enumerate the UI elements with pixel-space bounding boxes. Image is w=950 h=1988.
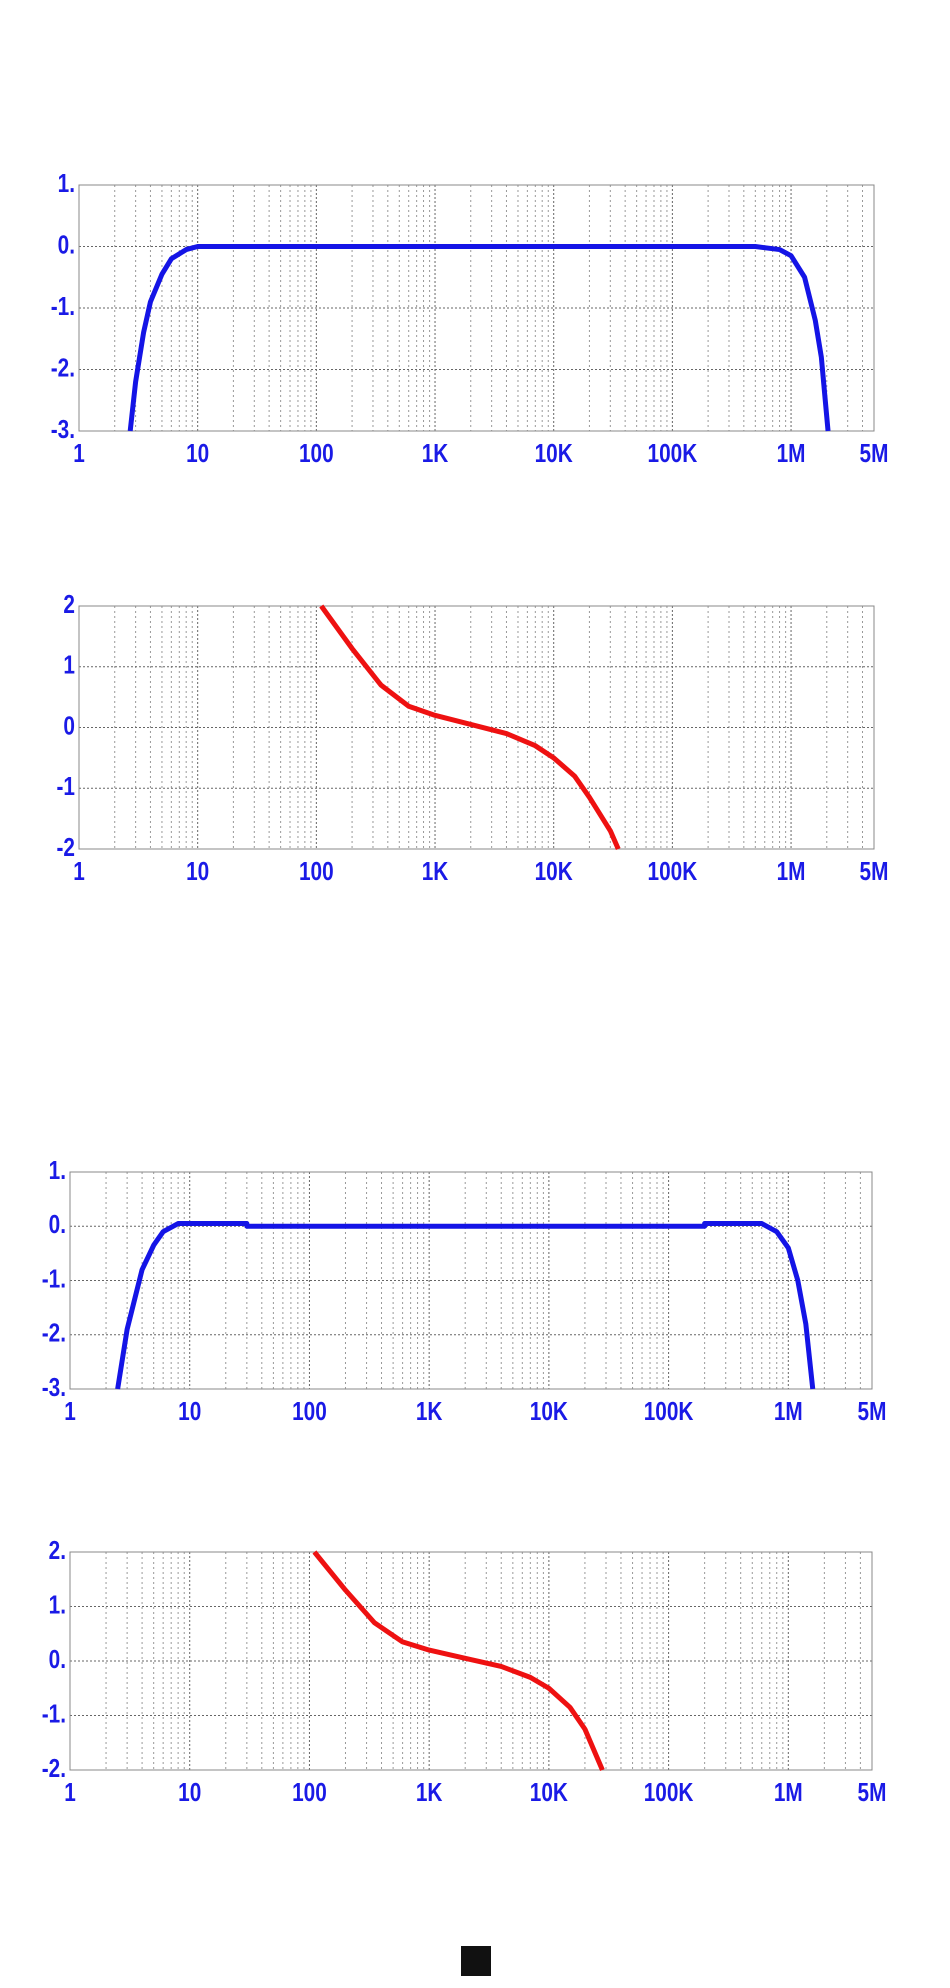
y-tick-label: 1 [63, 650, 75, 679]
y-tick-label: -1. [42, 1264, 66, 1293]
x-tick-label: 1 [64, 1778, 76, 1807]
plot-frame [69, 1171, 873, 1390]
x-tick-label: 5M [858, 1778, 887, 1807]
x-tick-label: 5M [858, 1397, 887, 1426]
plot-frame [69, 1551, 873, 1771]
x-tick-label: 1 [73, 439, 85, 468]
data-line [319, 604, 621, 850]
y-tick-label: -2. [42, 1318, 66, 1347]
plot-frame [78, 184, 875, 432]
x-tick-label: 1K [416, 1778, 443, 1807]
y-tick-label: -1. [42, 1699, 66, 1728]
x-tick-label: 5M [860, 439, 889, 468]
x-tick-label: 1 [73, 857, 85, 886]
x-tick-label: 100 [299, 439, 334, 468]
chart: 210-1-21 10 100 1K 10K 100K 1M 5M [57, 590, 889, 886]
x-tick-label: 1K [416, 1397, 443, 1426]
data-line [127, 244, 831, 432]
x-tick-label: 1M [774, 1778, 803, 1807]
x-tick-label: 100K [648, 857, 698, 886]
x-tick-label: 10K [535, 439, 573, 468]
x-tick-label: 10 [178, 1397, 201, 1426]
x-tick-label: 10 [186, 439, 209, 468]
chart: 1. 0. -1. -2. -3.1 10 100 1K 10K 100K 1M 5M [51, 169, 889, 468]
x-tick-label: 10K [530, 1778, 568, 1807]
x-tick-label: 100K [644, 1778, 694, 1807]
y-tick-label: 0. [49, 1210, 66, 1239]
y-tick-label: 2. [49, 1536, 66, 1565]
y-tick-label: 1. [49, 1590, 66, 1619]
y-tick-label: -1. [51, 292, 75, 321]
x-tick-label: 1M [777, 439, 806, 468]
y-tick-label: -2 [57, 833, 75, 862]
plot-frame [78, 605, 875, 850]
stop-button[interactable] [461, 1946, 491, 1976]
x-tick-label: 1M [774, 1397, 803, 1426]
x-tick-label: 1M [777, 857, 806, 886]
x-tick-label: 100 [292, 1397, 327, 1426]
x-tick-label: 10 [178, 1778, 201, 1807]
x-tick-label: 1K [422, 439, 449, 468]
y-tick-label: 1. [58, 169, 75, 198]
x-tick-label: 100 [299, 857, 334, 886]
x-tick-label: 100K [648, 439, 698, 468]
x-tick-label: 10K [530, 1397, 568, 1426]
chart: 2. 1. 0. -1. -2.1 10 100 1K 10K 100K 1M 5M [42, 1536, 887, 1807]
x-tick-label: 10K [535, 857, 573, 886]
y-tick-label: 0 [63, 711, 75, 740]
x-tick-label: 1K [422, 857, 449, 886]
y-tick-label: -3. [42, 1373, 66, 1402]
chart: 1. 0. -1. -2. -3.1 10 100 1K 10K 100K 1M 5M [42, 1156, 887, 1426]
y-tick-label: 0. [49, 1645, 66, 1674]
y-tick-label: -1 [57, 772, 75, 801]
x-tick-label: 1 [64, 1397, 76, 1426]
x-tick-label: 100 [292, 1778, 327, 1807]
data-line [312, 1550, 605, 1771]
x-tick-label: 100K [644, 1397, 694, 1426]
y-tick-label: -2. [42, 1754, 66, 1783]
y-tick-label: -2. [51, 353, 75, 382]
x-tick-label: 5M [860, 857, 889, 886]
y-tick-label: 2 [63, 590, 75, 619]
x-tick-label: 10 [186, 857, 209, 886]
y-tick-label: -3. [51, 415, 75, 444]
data-line [115, 1221, 816, 1390]
y-tick-label: 0. [58, 230, 75, 259]
y-tick-label: 1. [49, 1156, 66, 1185]
